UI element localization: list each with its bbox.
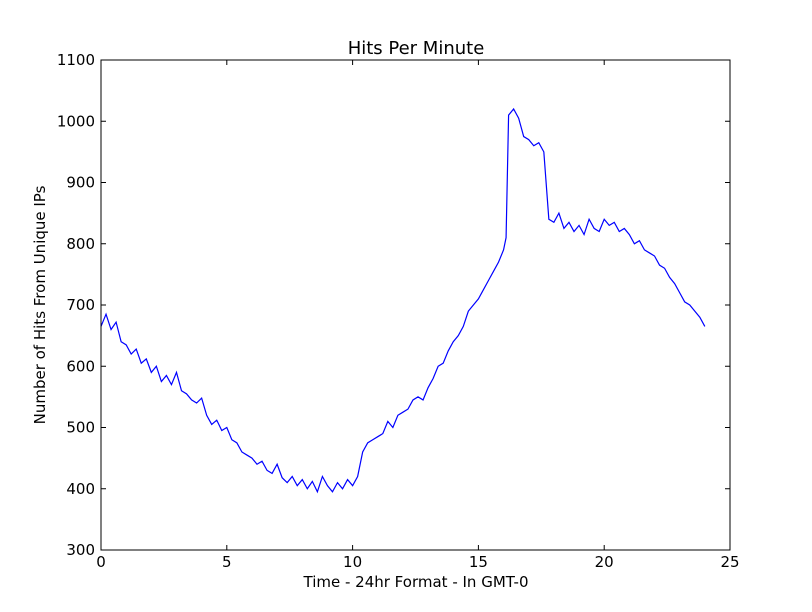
x-axis-label: Time - 24hr Format - In GMT-0 — [303, 573, 529, 591]
x-tick-label: 25 — [720, 553, 739, 571]
y-tick-label: 600 — [66, 357, 95, 375]
y-tick-label: 400 — [66, 480, 95, 498]
y-axis-label: Number of Hits From Unique IPs — [31, 185, 49, 424]
y-tick-label: 1000 — [57, 112, 95, 130]
x-tick-label: 5 — [222, 553, 232, 571]
y-tick-label: 800 — [66, 235, 95, 253]
y-tick-label: 300 — [66, 541, 95, 559]
y-tick-label: 1100 — [57, 51, 95, 69]
y-tick-label: 900 — [66, 174, 95, 192]
y-tick-label: 500 — [66, 419, 95, 437]
x-tick-label: 0 — [96, 553, 106, 571]
x-tick-label: 15 — [469, 553, 488, 571]
data-line — [100, 107, 706, 494]
y-tick-label: 700 — [66, 296, 95, 314]
chart-title: Hits Per Minute — [348, 38, 485, 59]
x-tick-label: 20 — [595, 553, 614, 571]
x-tick-label: 10 — [343, 553, 362, 571]
